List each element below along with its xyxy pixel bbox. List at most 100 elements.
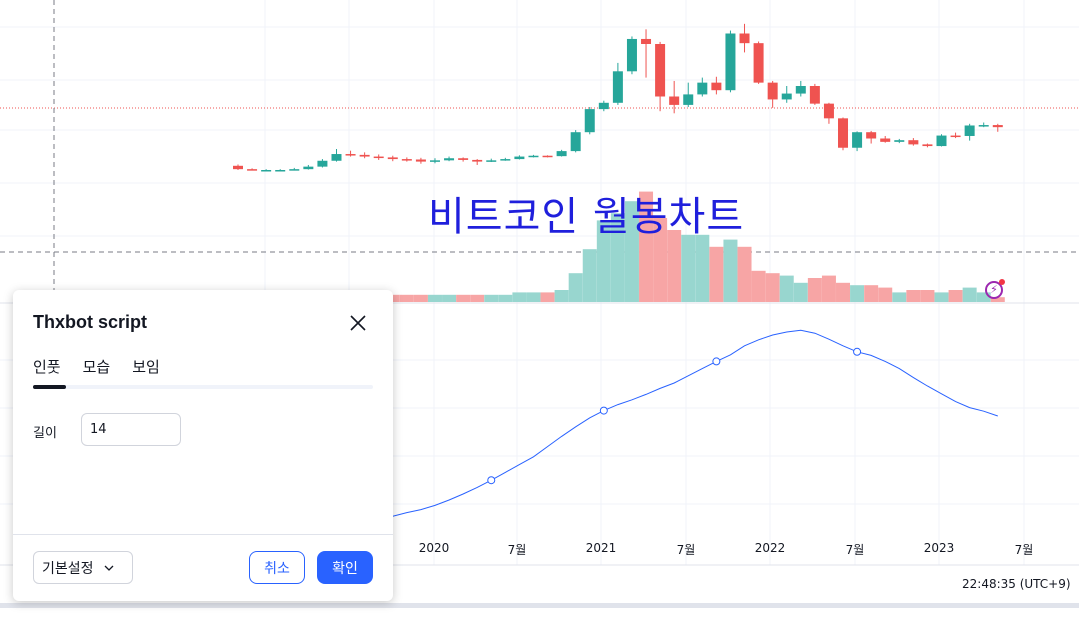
bottom-toolbar-edge [0, 603, 1079, 608]
candle-body [401, 159, 412, 161]
volume-bar [751, 270, 766, 302]
volume-bar [624, 201, 639, 302]
volume-bar [498, 294, 513, 302]
time-axis-label: 7월 [676, 543, 696, 557]
volume-bar [878, 287, 893, 302]
volume-bar [442, 294, 457, 302]
dialog-tabs: 인풋 모습 보임 [33, 356, 160, 377]
volume-bar [836, 282, 851, 302]
time-axis-label: 2020 [418, 541, 450, 555]
volume-bar [582, 249, 597, 302]
candle-body [978, 125, 989, 127]
volume-bar [962, 287, 977, 302]
script-settings-dialog: Thxbot script 인풋 모습 보임 길이 기본설정 취소 확인 [13, 290, 393, 601]
candle-body [584, 109, 595, 133]
volume-bar [793, 282, 808, 302]
candle-body [823, 103, 834, 119]
indicator-marker [599, 406, 608, 415]
tab-visibility[interactable]: 보임 [132, 358, 160, 376]
tab-inputs[interactable]: 인풋 [33, 358, 61, 376]
time-axis-label: 7월 [507, 543, 527, 557]
candle-body [641, 38, 652, 44]
volume-bar [526, 292, 541, 302]
candle-body [331, 154, 342, 161]
candle-body [444, 158, 455, 161]
candle-body [556, 151, 567, 157]
candle-body [992, 125, 1003, 128]
notification-dot [999, 279, 1005, 285]
candle-body [894, 140, 905, 142]
volume-bar [948, 290, 963, 302]
volume-bar [990, 297, 1005, 302]
candle-body [303, 166, 314, 170]
candle-body [767, 82, 778, 100]
candle-body [472, 159, 483, 162]
candle-body [866, 132, 877, 139]
clock-timezone[interactable]: 22:48:35 (UTC+9) [962, 577, 1071, 591]
volume-bar [892, 292, 907, 302]
volume-bar [864, 285, 879, 302]
time-axis-label: 7월 [1014, 543, 1034, 557]
volume-bar [568, 273, 583, 302]
candle-body [345, 154, 356, 156]
volume-bar [399, 294, 414, 302]
candle-body [838, 118, 849, 148]
volume-bar [920, 290, 935, 302]
candle-body [542, 155, 553, 158]
volume-bar [765, 273, 780, 302]
candle-body [936, 135, 947, 147]
volume-bar [639, 191, 654, 302]
length-input[interactable] [81, 413, 181, 446]
candle-body [964, 125, 975, 136]
candle-body [626, 38, 637, 72]
time-axis-label: 2022 [754, 541, 786, 555]
tab-style[interactable]: 모습 [82, 358, 111, 376]
ok-button[interactable]: 확인 [317, 551, 373, 584]
lightning-icon[interactable]: ⚡ [985, 281, 1003, 299]
candle-body [683, 94, 694, 105]
dialog-title: Thxbot script [33, 312, 148, 332]
volume-bar [456, 294, 471, 302]
candle-body [908, 140, 919, 145]
candle-body [711, 82, 722, 91]
candle-body [725, 33, 736, 91]
candle-body [528, 155, 539, 158]
time-axis-label: 2021 [585, 541, 617, 555]
candle-body [514, 156, 525, 160]
chevron-down-icon [104, 565, 113, 571]
candle-body [317, 160, 328, 167]
volume-bar [807, 278, 822, 302]
volume-bar [850, 285, 865, 302]
candle-body [275, 170, 286, 172]
cancel-button[interactable]: 취소 [249, 551, 305, 584]
chart-overlay-title: 비트코인 월봉차트 [428, 194, 745, 240]
defaults-dropdown[interactable]: 기본설정 [33, 551, 133, 584]
defaults-dropdown-label: 기본설정 [42, 560, 94, 577]
candle-body [655, 44, 666, 97]
volume-bar [610, 213, 625, 302]
volume-bar [512, 292, 527, 302]
length-label: 길이 [33, 426, 57, 441]
candle-body [458, 158, 469, 160]
candle-body [387, 157, 398, 160]
candle-body [373, 156, 384, 159]
volume-bar [906, 290, 921, 302]
candle-body [753, 43, 764, 83]
candle-body [598, 102, 609, 110]
volume-bar [653, 218, 668, 302]
volume-bar [540, 292, 555, 302]
volume-bar [737, 246, 752, 302]
volume-bar [976, 292, 991, 302]
candle-body [233, 165, 243, 170]
volume-bar [470, 294, 485, 302]
volume-bar [484, 294, 499, 302]
time-axis-label: 2023 [923, 541, 955, 555]
candle-body [669, 96, 680, 105]
candle-body [950, 135, 961, 138]
candle-body [809, 86, 820, 104]
close-icon[interactable] [346, 311, 370, 335]
volume-bar [779, 275, 794, 302]
candle-body [570, 132, 581, 152]
candle-body [261, 170, 272, 172]
candle-body [486, 160, 497, 162]
